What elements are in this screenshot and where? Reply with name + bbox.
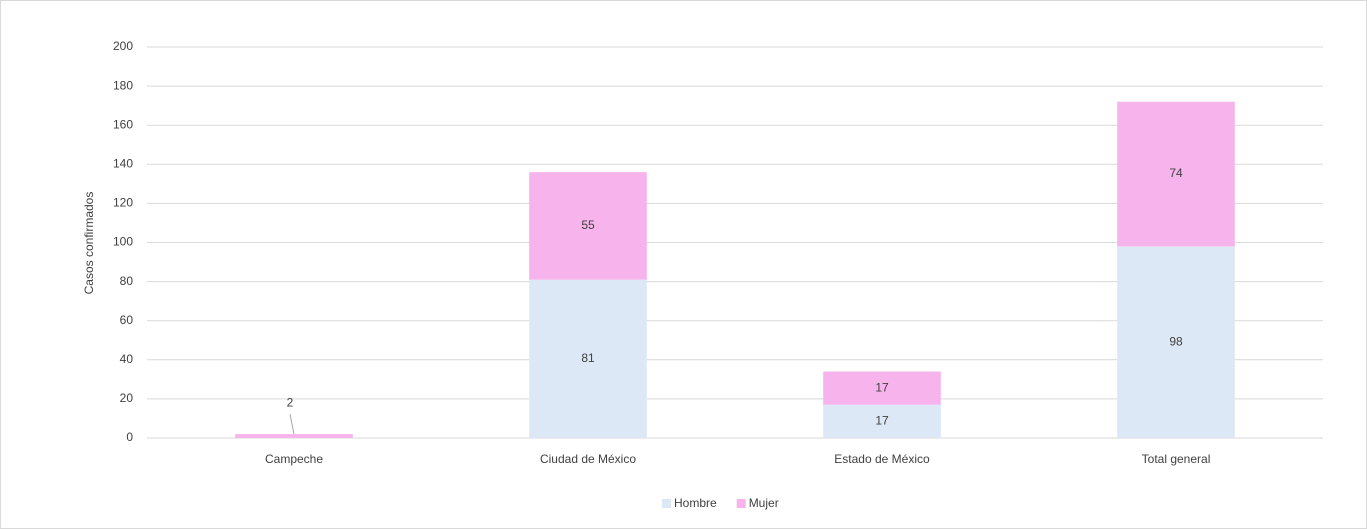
data-label: 98 xyxy=(1169,334,1183,348)
bar-segment xyxy=(1117,101,1235,247)
y-tick-label: 20 xyxy=(120,391,134,405)
bar-segment xyxy=(529,172,647,280)
x-tick-label: Ciudad de México xyxy=(540,452,636,466)
x-tick-label: Total general xyxy=(1142,452,1211,466)
bar-segment xyxy=(1117,246,1235,438)
legend-swatch xyxy=(736,499,746,508)
data-label: 74 xyxy=(1169,166,1183,180)
data-label: 17 xyxy=(875,380,889,394)
y-tick-label: 0 xyxy=(126,430,133,444)
y-tick-label: 180 xyxy=(113,78,133,92)
data-label: 17 xyxy=(875,414,889,428)
x-tick-label: Campeche xyxy=(265,452,323,466)
data-label: 55 xyxy=(581,218,595,232)
bar-segment xyxy=(235,434,353,438)
y-tick-label: 160 xyxy=(113,117,133,131)
data-label: 2 xyxy=(287,395,294,409)
y-tick-label: 60 xyxy=(120,313,134,327)
legend-swatch xyxy=(662,499,671,508)
y-tick-label: 120 xyxy=(113,196,133,210)
bar-segment xyxy=(529,279,647,438)
y-tick-label: 40 xyxy=(120,352,134,366)
y-axis-title: Casos confirmados xyxy=(82,192,96,295)
y-tick-label: 80 xyxy=(120,274,134,288)
label-leader xyxy=(289,413,295,435)
y-tick-label: 100 xyxy=(113,235,133,249)
x-tick-label: Estado de México xyxy=(834,452,930,466)
legend-label: Mujer xyxy=(749,496,779,510)
bar-segment xyxy=(823,404,941,438)
bar-segment xyxy=(823,371,941,405)
y-tick-label: 200 xyxy=(113,39,133,53)
y-tick-label: 140 xyxy=(113,156,133,170)
data-label: 81 xyxy=(581,351,595,365)
legend-label: Hombre xyxy=(674,496,717,510)
